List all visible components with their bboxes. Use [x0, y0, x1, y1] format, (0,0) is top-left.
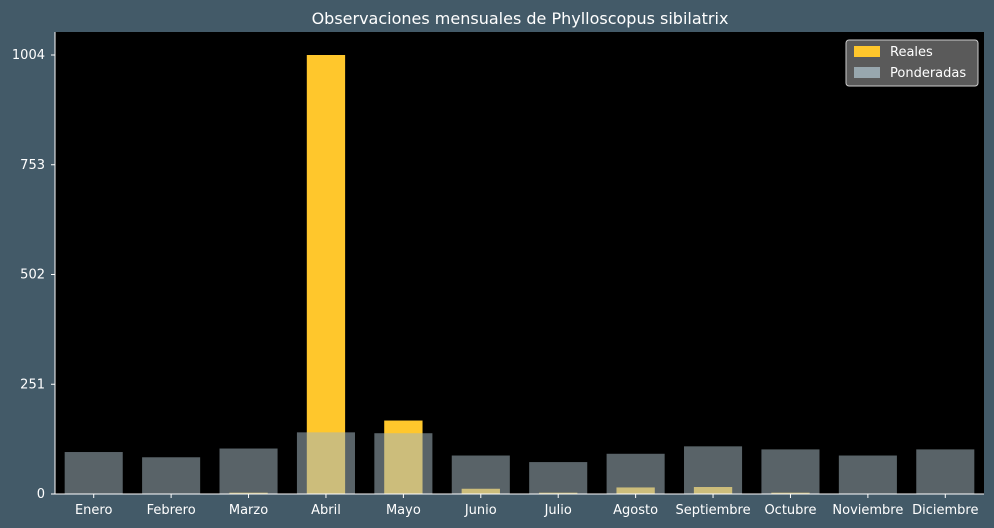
plot-area [55, 32, 984, 494]
y-axis: 0 251 502 753 1004 [12, 32, 56, 502]
x-tick-label: Febrero [147, 503, 196, 518]
legend-label: Ponderadas [890, 66, 966, 81]
x-tick-label: Julio [544, 503, 572, 518]
x-tick-label: Agosto [613, 503, 658, 518]
series-ponderadas-bars [64, 432, 975, 494]
y-tick-label: 502 [20, 268, 45, 283]
x-tick-label: Enero [75, 503, 113, 518]
chart-title: Observaciones mensuales de Phylloscopus … [312, 9, 729, 28]
bar-ponderadas-4 [374, 433, 433, 494]
y-tick-label: 753 [20, 158, 45, 173]
x-tick-label: Junio [464, 503, 497, 518]
bar-ponderadas-8 [684, 446, 743, 494]
x-tick-label: Abril [311, 503, 341, 518]
y-tick-label: 251 [20, 377, 45, 392]
bar-ponderadas-9 [761, 449, 820, 494]
legend-swatch-reales [854, 46, 880, 57]
bar-reales-3 [306, 55, 346, 494]
bar-ponderadas-10 [838, 455, 897, 494]
x-tick-label: Octubre [764, 503, 816, 518]
bar-ponderadas-6 [529, 462, 588, 494]
x-tick-label: Marzo [229, 503, 268, 518]
chart-legend: Reales Ponderadas [845, 39, 979, 87]
bar-ponderadas-11 [916, 449, 975, 494]
bar-ponderadas-5 [451, 455, 510, 494]
legend-label: Reales [890, 45, 933, 60]
bar-ponderadas-2 [219, 448, 278, 494]
x-tick-label: Diciembre [912, 503, 978, 518]
bar-ponderadas-0 [64, 452, 123, 494]
bar-ponderadas-1 [142, 457, 201, 494]
bar-ponderadas-7 [606, 453, 665, 494]
x-tick-label: Septiembre [675, 503, 750, 518]
y-tick-label: 1004 [12, 48, 45, 63]
bar-ponderadas-3 [296, 432, 355, 494]
x-tick-label: Noviembre [832, 503, 903, 518]
legend-swatch-ponderadas [854, 67, 880, 78]
y-tick-label: 0 [37, 487, 45, 502]
x-axis: Enero Febrero Marzo Abril Mayo Junio Julio Agos… [55, 493, 984, 518]
x-tick-label: Mayo [386, 503, 421, 518]
